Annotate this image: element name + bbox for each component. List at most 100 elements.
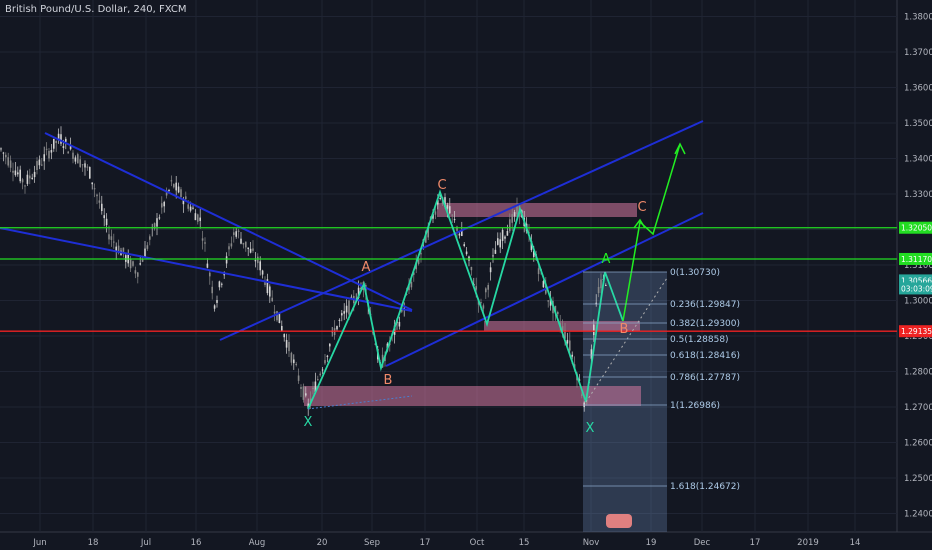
- candle-body: [497, 238, 499, 245]
- candle-body: [0, 148, 2, 150]
- candle-body: [487, 285, 489, 290]
- candle-body: [156, 218, 158, 227]
- candle-body: [69, 145, 72, 150]
- candle-body: [444, 197, 446, 207]
- supply-demand-zone: [304, 386, 641, 406]
- candle-body: [26, 174, 29, 184]
- candle-body: [273, 311, 276, 314]
- candle-body: [240, 238, 242, 244]
- channel-line: [219, 120, 704, 341]
- candle-body: [221, 283, 223, 285]
- candle-body: [98, 200, 101, 203]
- candle-body: [187, 204, 189, 209]
- x-tick-label: Oct: [470, 538, 485, 548]
- candle-body: [225, 256, 228, 264]
- candle-body: [413, 272, 415, 275]
- candle-body: [105, 218, 108, 226]
- candle-body: [317, 379, 319, 381]
- candle-body: [185, 196, 187, 200]
- candle-body: [134, 270, 137, 274]
- candle-body: [101, 203, 103, 211]
- candle-body: [439, 197, 441, 199]
- price-tag: [899, 221, 932, 234]
- candle-body: [309, 398, 312, 403]
- candle-body: [561, 326, 564, 332]
- candle-body: [456, 226, 458, 231]
- price-tag-label: 1.30566: [901, 276, 932, 285]
- candle-body: [194, 213, 197, 221]
- candle-body: [427, 226, 429, 238]
- candle-body: [465, 251, 468, 255]
- candle-body: [180, 189, 182, 197]
- candle-body: [19, 169, 21, 182]
- candle-body: [494, 249, 497, 254]
- candle-body: [461, 230, 463, 237]
- candle-body: [182, 199, 185, 205]
- candle-body: [547, 300, 549, 302]
- x-tick-label: Jun: [32, 538, 46, 548]
- x-tick-label: 2019: [797, 538, 819, 548]
- y-tick-label: 1.30000: [904, 297, 932, 307]
- candle-body: [228, 246, 230, 250]
- candle-body: [261, 270, 264, 275]
- supply-demand-zone: [437, 203, 637, 217]
- x-tick-label: 18: [88, 538, 99, 548]
- harmonic-pattern-line: [307, 189, 587, 410]
- candle-body: [499, 239, 501, 248]
- price-tag-label: 1.31170: [901, 255, 932, 264]
- candle-body: [492, 255, 494, 257]
- y-tick-label: 1.33000: [904, 190, 932, 200]
- candle-body: [398, 321, 401, 327]
- candle-body: [189, 206, 192, 211]
- fib-level-label: 1(1.26986): [670, 401, 720, 411]
- candle-body: [96, 194, 98, 197]
- candle-body: [285, 340, 288, 348]
- candle-body: [434, 211, 437, 215]
- candle-body: [115, 246, 117, 252]
- candle-body: [475, 286, 477, 290]
- candle-body: [117, 245, 120, 253]
- candle-body: [67, 151, 69, 154]
- candle-body: [312, 387, 314, 390]
- candle-body: [74, 157, 77, 162]
- candle-body: [482, 305, 485, 309]
- y-tick-label: 1.31000: [904, 261, 932, 271]
- candle-body: [197, 214, 199, 222]
- candle-body: [408, 285, 410, 291]
- candle-body: [249, 248, 252, 253]
- candle-body: [230, 243, 233, 247]
- candle-body: [319, 373, 321, 376]
- candle-body: [288, 341, 290, 352]
- candle-body: [283, 334, 285, 338]
- candle-body: [314, 381, 317, 393]
- price-tag: [899, 252, 932, 265]
- candle-body: [597, 286, 600, 293]
- candle-body: [564, 329, 566, 339]
- pattern-point-label: B: [620, 322, 629, 337]
- candle-body: [326, 355, 329, 357]
- fib-level-label: 0.5(1.28858): [670, 335, 729, 345]
- candle-body: [307, 403, 309, 409]
- candle-body: [453, 219, 456, 221]
- candle-body: [257, 256, 259, 264]
- candle-body: [60, 134, 62, 144]
- candle-body: [533, 250, 535, 257]
- fib-level-label: 0.618(1.28416): [670, 351, 740, 361]
- candle-body: [201, 238, 204, 241]
- x-tick-label: 14: [850, 538, 861, 548]
- candle-body: [86, 166, 89, 168]
- x-tick-label: 16: [191, 538, 202, 548]
- candle-body: [206, 263, 209, 268]
- candle-body: [348, 300, 350, 315]
- x-tick-label: 15: [519, 538, 530, 548]
- candle-body: [293, 359, 295, 364]
- candle-body: [199, 217, 201, 221]
- y-tick-label: 1.35000: [904, 119, 932, 129]
- candle-body: [48, 150, 50, 159]
- candle-body: [91, 182, 93, 185]
- candle-body: [480, 302, 482, 304]
- candle-body: [41, 164, 43, 166]
- candle-body: [141, 259, 144, 262]
- candle-body: [36, 161, 38, 171]
